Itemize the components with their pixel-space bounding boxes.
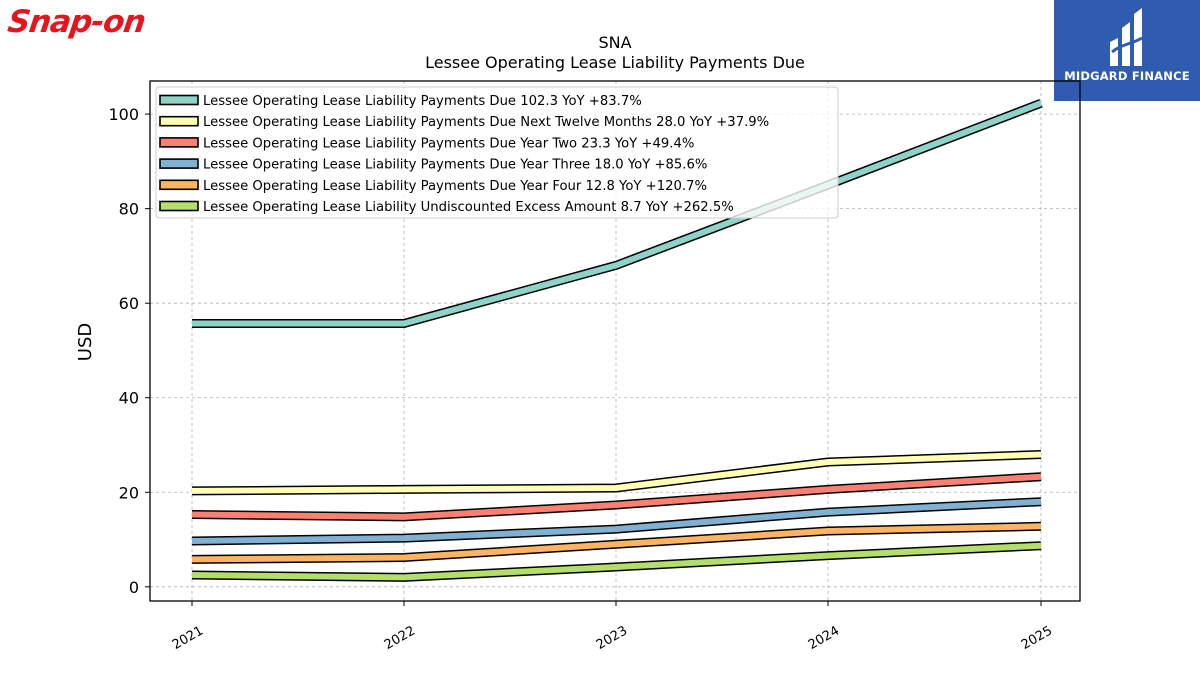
midgard-finance-text: MIDGARD FINANCE [1064, 69, 1190, 83]
legend-swatch [159, 115, 199, 127]
series-line [191, 451, 1042, 494]
legend-label: Lessee Operating Lease Liability Payment… [203, 158, 707, 173]
series-group [191, 98, 1043, 582]
y-tick-label: 20 [119, 483, 139, 502]
x-tick-label: 2023 [594, 623, 630, 653]
legend-swatch [159, 94, 199, 106]
y-tick-label: 40 [119, 389, 139, 408]
x-tick-label: 2021 [170, 623, 206, 653]
legend-swatch [159, 200, 199, 212]
legend-label: Lessee Operating Lease Liability Payment… [203, 94, 642, 109]
series-line [191, 473, 1042, 520]
legend-swatch [159, 179, 199, 191]
midgard-finance-logo: MIDGARD FINANCE [1054, 0, 1200, 101]
x-tick-label: 2025 [1019, 623, 1055, 653]
y-axis-label: USD [75, 323, 96, 361]
legend-label: Lessee Operating Lease Liability Payment… [203, 115, 769, 130]
series-line [191, 542, 1042, 581]
y-tick-label: 100 [108, 105, 139, 124]
y-tick-label: 80 [119, 200, 139, 219]
legend-box [155, 86, 839, 219]
legend-label: Lessee Operating Lease Liability Payment… [203, 136, 694, 151]
y-tick-label: 0 [129, 578, 139, 597]
chart-title: SNA [598, 33, 631, 52]
legend-swatch [159, 158, 199, 169]
legend-label: Lessee Operating Lease Liability Payment… [203, 179, 707, 194]
midgard-emblem-icon [1110, 8, 1143, 66]
chart-subtitle: Lessee Operating Lease Liability Payment… [425, 53, 805, 72]
x-tick-label: 2024 [806, 623, 842, 653]
legend: Lessee Operating Lease Liability Payment… [155, 86, 839, 219]
y-tick-label: 60 [119, 294, 139, 313]
series-line [191, 523, 1042, 563]
series-line [191, 498, 1042, 544]
series-line [192, 100, 1043, 327]
legend-swatch [159, 137, 199, 148]
x-tick-label: 2022 [382, 623, 418, 653]
plot-frame [149, 80, 1081, 602]
legend-label: Lessee Operating Lease Liability Undisco… [203, 200, 734, 215]
